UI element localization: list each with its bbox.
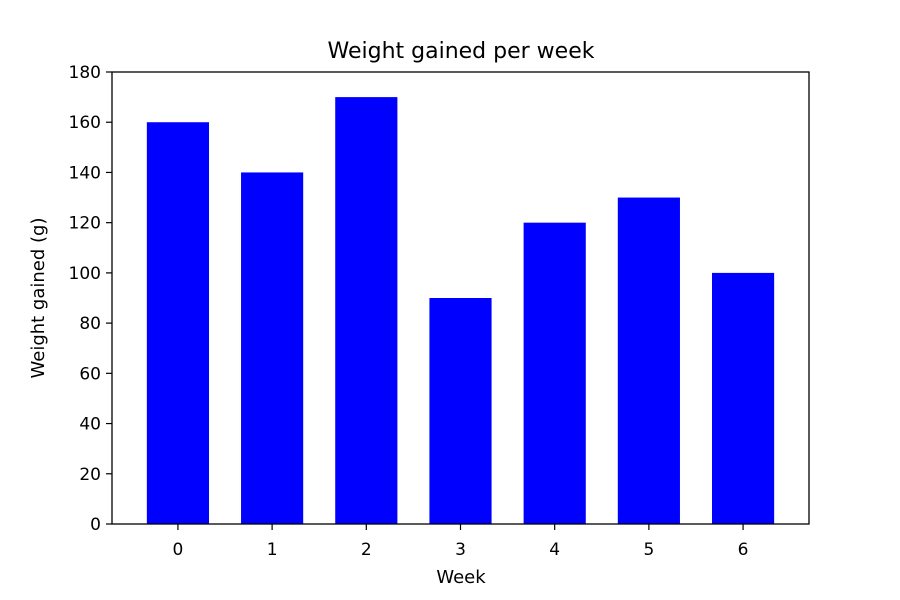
y-axis-label: Weight gained (g) — [28, 218, 49, 379]
x-axis: 0 1 2 3 4 5 6 — [173, 524, 749, 560]
y-tick-label: 100 — [69, 264, 101, 284]
x-tick-label: 1 — [267, 540, 278, 560]
bars-group — [146, 97, 775, 525]
bar-week-6 — [711, 272, 775, 524]
x-tick-label: 0 — [173, 540, 184, 560]
y-tick-label: 20 — [79, 465, 101, 485]
x-tick-label: 6 — [738, 540, 749, 560]
y-axis: 0 20 40 60 80 100 120 140 160 180 — [69, 63, 112, 535]
y-tick-label: 180 — [69, 63, 101, 83]
bar-week-2 — [335, 97, 398, 525]
y-tick-label: 160 — [69, 113, 101, 133]
y-tick-label: 120 — [69, 214, 101, 234]
x-tick-label: 5 — [643, 540, 654, 560]
bar-week-0 — [146, 122, 210, 524]
y-tick-label: 40 — [79, 415, 101, 435]
y-tick-label: 140 — [69, 163, 101, 183]
chart-title: Weight gained per week — [328, 39, 595, 64]
bar-week-5 — [617, 197, 680, 524]
bar-week-3 — [429, 298, 492, 524]
x-tick-label: 3 — [455, 540, 466, 560]
bar-week-4 — [523, 222, 586, 525]
x-tick-label: 2 — [361, 540, 372, 560]
y-tick-label: 0 — [90, 515, 101, 535]
y-tick-label: 80 — [79, 314, 101, 334]
x-tick-label: 4 — [549, 540, 560, 560]
y-tick-label: 60 — [79, 364, 101, 384]
x-axis-label: Week — [436, 567, 486, 588]
bar-week-1 — [241, 172, 304, 524]
